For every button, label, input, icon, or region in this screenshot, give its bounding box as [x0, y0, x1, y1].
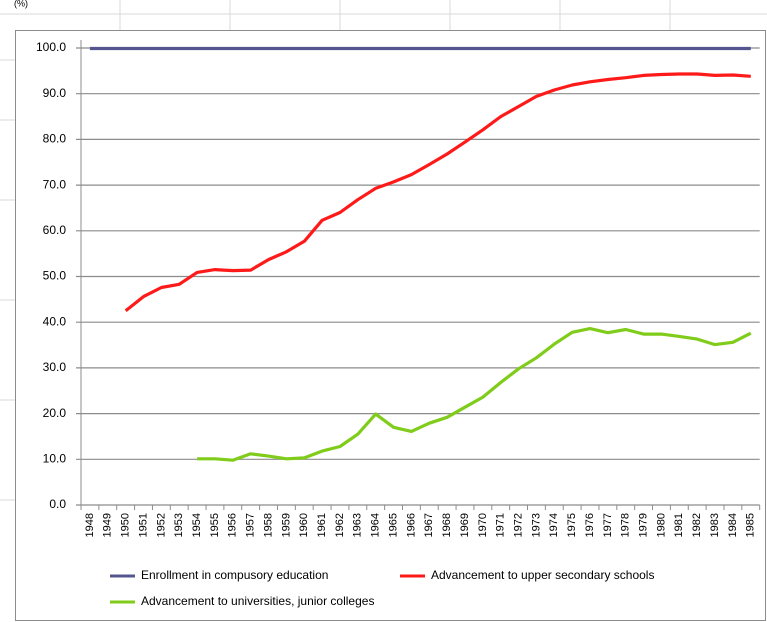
legend-label: Enrollment in compusory education	[141, 568, 328, 582]
x-tick-label: 1962	[334, 513, 346, 537]
legend-label: Advancement to universities, junior coll…	[141, 594, 374, 608]
x-tick-label: 1967	[423, 513, 435, 537]
y-tick-label: 60.0	[43, 223, 67, 237]
x-tick-label: 1979	[638, 513, 650, 537]
x-tick-label: 1975	[566, 513, 578, 537]
x-tick-label: 1965	[387, 513, 399, 537]
x-tick-label: 1976	[584, 513, 596, 537]
x-tick-label: 1982	[691, 513, 703, 537]
x-tick-label: 1954	[191, 513, 203, 537]
legend-label: Advancement to upper secondary schools	[431, 568, 654, 582]
x-tick-label: 1977	[602, 513, 614, 537]
x-tick-label: 1949	[102, 513, 114, 537]
y-tick-label: 90.0	[43, 86, 67, 100]
x-tick-label: 1981	[673, 513, 685, 537]
y-tick-label: 80.0	[43, 132, 67, 146]
x-tick-label: 1973	[530, 513, 542, 537]
x-tick-label: 1951	[137, 513, 149, 537]
x-tick-label: 1959	[280, 513, 292, 537]
x-tick-label: 1953	[173, 513, 185, 537]
x-tick-label: 1972	[512, 513, 524, 537]
x-tick-label: 1956	[227, 513, 239, 537]
x-tick-label: 1950	[120, 513, 132, 537]
y-tick-label: 40.0	[43, 314, 67, 328]
chart-border	[15, 30, 766, 621]
sheet-grid	[0, 0, 767, 501]
x-tick-label: 1968	[441, 513, 453, 537]
x-tick-label: 1957	[245, 513, 257, 537]
x-tick-label: 1964	[370, 513, 382, 537]
x-tick-label: 1974	[548, 513, 560, 537]
series-line	[197, 327, 752, 462]
x-tick-label: 1952	[155, 513, 167, 537]
x-tick-label: 1961	[316, 513, 328, 537]
x-tick-label: 1960	[298, 513, 310, 537]
x-tick-label: 1983	[709, 513, 721, 537]
x-tick-label: 1985	[745, 513, 757, 537]
x-tick-label: 1963	[352, 513, 364, 537]
x-tick-label: 1966	[405, 513, 417, 537]
y-axis-label: (%)	[14, 0, 28, 8]
x-tick-label: 1970	[477, 513, 489, 537]
x-tick-label: 1969	[459, 513, 471, 537]
y-tick-label: 100.0	[36, 40, 66, 54]
x-tick-label: 1980	[655, 513, 667, 537]
x-tick-label: 1958	[262, 513, 274, 537]
x-tick-label: 1948	[84, 513, 96, 537]
x-tick-label: 1978	[620, 513, 632, 537]
x-tick-label: 1971	[495, 513, 507, 537]
y-tick-label: 0.0	[49, 497, 66, 511]
y-tick-label: 10.0	[43, 451, 67, 465]
x-tick-label: 1984	[727, 513, 739, 537]
x-tick-label: 1955	[209, 513, 221, 537]
series-line	[124, 72, 751, 313]
y-tick-label: 70.0	[43, 177, 67, 191]
y-tick-label: 50.0	[43, 269, 67, 283]
y-tick-label: 20.0	[43, 406, 67, 420]
y-tick-label: 30.0	[43, 360, 67, 374]
